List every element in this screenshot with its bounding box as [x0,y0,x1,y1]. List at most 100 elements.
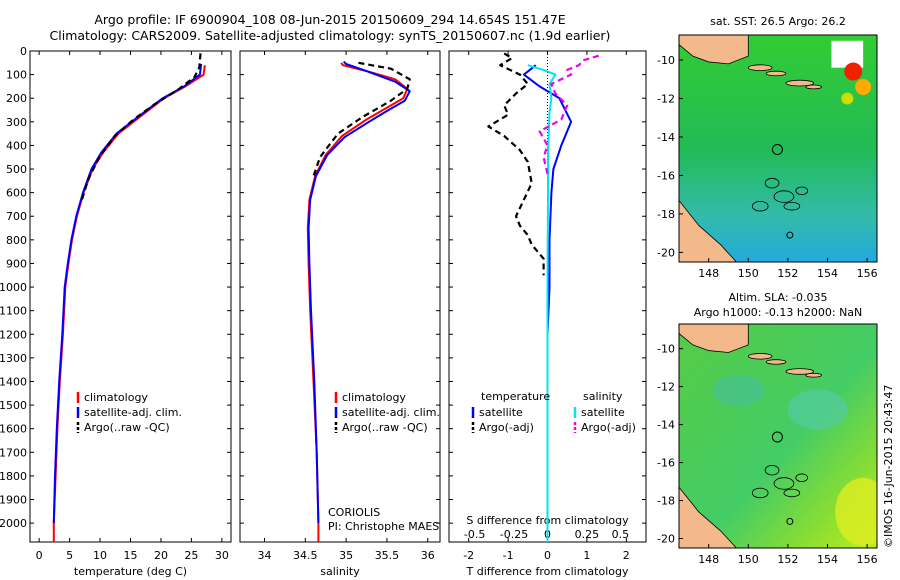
depth-tick-label: 200 [6,92,27,105]
temperature-series-argo-raw-qc- [80,53,202,203]
sla-map-xtick-label: 154 [817,553,838,566]
sla-map-ytick-label: -14 [657,419,675,432]
depth-tick-label: 500 [6,163,27,176]
salinity-series-argo-raw-qc- [312,61,411,177]
differences-xtick-label: -1 [503,549,514,562]
sdiff-tick-label: -0.5 [464,528,485,541]
sla-map-layer [679,324,877,548]
temperature-xtick-label: 20 [154,549,168,562]
depth-tick-label: 700 [6,210,27,223]
differences-xlabel: T difference from climatology [466,565,629,578]
land-queensland [679,486,737,548]
island [785,368,815,375]
depth-tick-label: 600 [6,187,27,200]
sla-high-patch [835,477,877,546]
sla-low-patch [787,389,848,430]
land-queensland [679,199,737,262]
sla-map-title-line1: Altim. SLA: -0.035 [728,291,827,304]
reef-outline [751,201,769,212]
salinity-xtick-label: 36 [421,549,435,562]
land-new-guinea [679,324,749,353]
secondary-marker [786,231,794,239]
sst-map-ytick-label: -14 [657,131,675,144]
sla-map-xtick-label: 148 [698,553,719,566]
sst-map-xtick-label: 154 [817,267,838,280]
sla-low-patch [712,374,765,407]
reef-outline [795,473,809,483]
depth-tick-label: 1100 [0,305,27,318]
legend-label: Argo(-adj) [581,421,636,434]
sst-map-layer [679,35,877,262]
temperature-xtick-label: 15 [124,549,138,562]
temperature-xtick-label: 5 [66,549,73,562]
sst-map-xtick-label: 152 [777,267,798,280]
sst-map-ytick-label: -20 [657,246,675,259]
island [765,359,787,365]
depth-tick-label: 1000 [0,281,27,294]
salinity-xlabel: salinity [320,565,360,578]
sla-map-ytick-label: -16 [657,457,675,470]
sla-map-ytick-label: -18 [657,495,675,508]
cloud-mask [831,40,864,68]
reef-outline [773,190,795,203]
warm-sst-patch [844,62,863,81]
sst-map-ytick-label: -16 [657,169,675,182]
salinity-xtick-label: 35.5 [375,549,400,562]
depth-tick-label: 1700 [0,446,27,459]
imos-credit: ©IMOS 16-Jun-2015 20:43:47 [882,384,895,548]
temperature-xtick-label: 25 [184,549,198,562]
temperature-xlabel: temperature (deg C) [74,565,187,578]
sst-map-title: sat. SST: 26.5 Argo: 26.2 [710,15,846,28]
legend-label: Argo(..raw -QC) [84,421,170,434]
salinity-xtick-label: 35 [339,549,353,562]
warm-sst-patch [841,92,854,105]
sst-map-ytick-label: -12 [657,92,675,105]
island [785,79,815,87]
legend-label: climatology [342,391,406,404]
secondary-marker [786,517,794,525]
legend-label: satellite [479,406,523,419]
reef-outline [795,186,809,196]
sla-map-ytick-label: -20 [657,533,675,546]
sst-map-ytick-label: -10 [657,54,675,67]
sdiff-tick-label: 0.5 [612,528,630,541]
salinity-series-climatology [306,62,409,542]
legend-label: Argo(-adj) [479,421,534,434]
sst-map-xtick-label: 148 [698,267,719,280]
depth-tick-label: 300 [6,116,27,129]
reef-outline [764,464,780,476]
land-new-guinea [679,35,749,65]
legend-header-temperature: temperature [481,390,550,403]
differences-series-t-argo-adj- [487,52,545,276]
reef-outline [751,487,769,499]
sdiff-tick-label: 0.25 [575,528,600,541]
sdiff-tick-label: -0.25 [500,528,528,541]
depth-tick-label: 0 [20,45,27,58]
depth-tick-label: 2000 [0,517,27,530]
temperature-xtick-label: 0 [36,549,43,562]
salinity-series-satellite-adj-clim- [307,60,411,524]
sla-map-xtick-label: 150 [738,553,759,566]
sst-map-xtick-label: 156 [857,267,878,280]
sla-map-ytick-label: -10 [657,343,675,356]
differences-xtick-label: 0 [544,549,551,562]
depth-tick-label: 1500 [0,399,27,412]
sst-map-frame [678,34,878,263]
temperature-xtick-label: 30 [215,549,229,562]
island [747,64,773,71]
argo-float-marker [771,144,783,156]
sst-map-ytick-label: -18 [657,208,675,221]
depth-tick-label: 400 [6,139,27,152]
legend-label: climatology [84,391,148,404]
differences-series-s-satellite [527,64,557,542]
sla-map-frame [678,323,878,549]
sla-map-title-line2: Argo h1000: -0.13 h2000: NaN [694,306,863,319]
legend-label: Argo(..raw -QC) [342,421,428,434]
temperature-series-climatology [52,65,206,542]
temperature-xtick-label: 10 [93,549,107,562]
sla-map-xtick-label: 152 [777,553,798,566]
differences-xtick-label: 2 [623,549,630,562]
depth-tick-label: 800 [6,234,27,247]
figure-title-line1: Argo profile: IF 6900904_108 08-Jun-2015… [94,12,566,27]
